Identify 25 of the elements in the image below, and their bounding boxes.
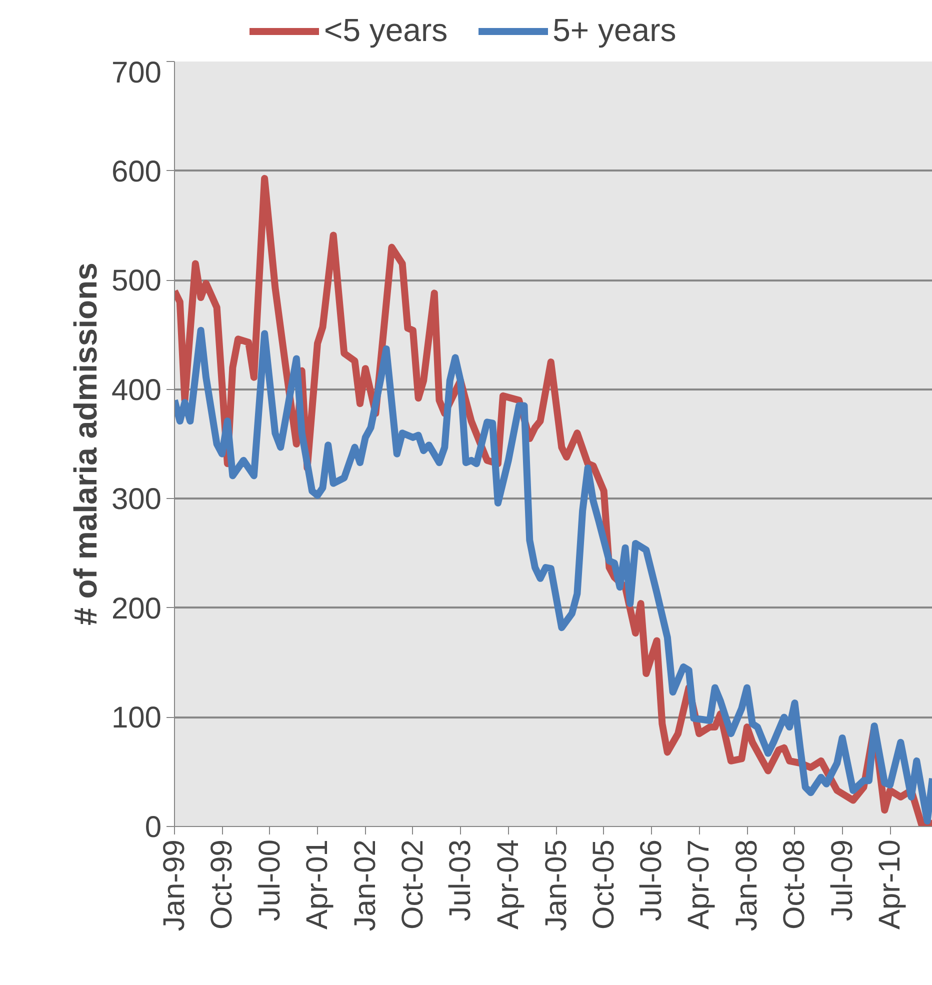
x-tick-label: Oct-02: [396, 840, 430, 930]
x-tick-label: Oct-05: [587, 840, 620, 930]
y-tick-label: 300: [111, 483, 162, 516]
x-tick-label: Apr-01: [300, 839, 334, 930]
y-tick-label: 100: [111, 702, 162, 735]
x-tick-label: Jul-00: [253, 839, 286, 922]
x-tick-label: Jan-02: [348, 839, 382, 932]
x-tick-label: Apr-07: [682, 839, 716, 930]
x-tick-label: Jul-06: [634, 839, 668, 922]
x-tick-label: Apr-04: [492, 839, 525, 930]
x-tick-label: Jan-08: [730, 839, 764, 932]
x-tick-label: Jan-05: [540, 839, 573, 932]
y-tick-label: 400: [111, 374, 162, 407]
legend-label: <5 years: [324, 12, 448, 49]
y-tick-label: 200: [111, 592, 162, 626]
x-tick-label: Oct-08: [778, 840, 812, 930]
x-tick-label: Apr-10: [874, 839, 906, 930]
x-tick-label: Jul-03: [444, 839, 477, 922]
x-tick-label: Jul-09: [826, 839, 859, 922]
x-tick-label: Oct-99: [206, 840, 239, 930]
y-tick-label: 600: [111, 155, 162, 188]
y-axis-title: # of malaria admissions: [67, 262, 104, 626]
legend-label: 5+ years: [552, 12, 676, 49]
y-tick-label: 500: [111, 264, 162, 298]
y-tick-label: 700: [111, 56, 162, 90]
